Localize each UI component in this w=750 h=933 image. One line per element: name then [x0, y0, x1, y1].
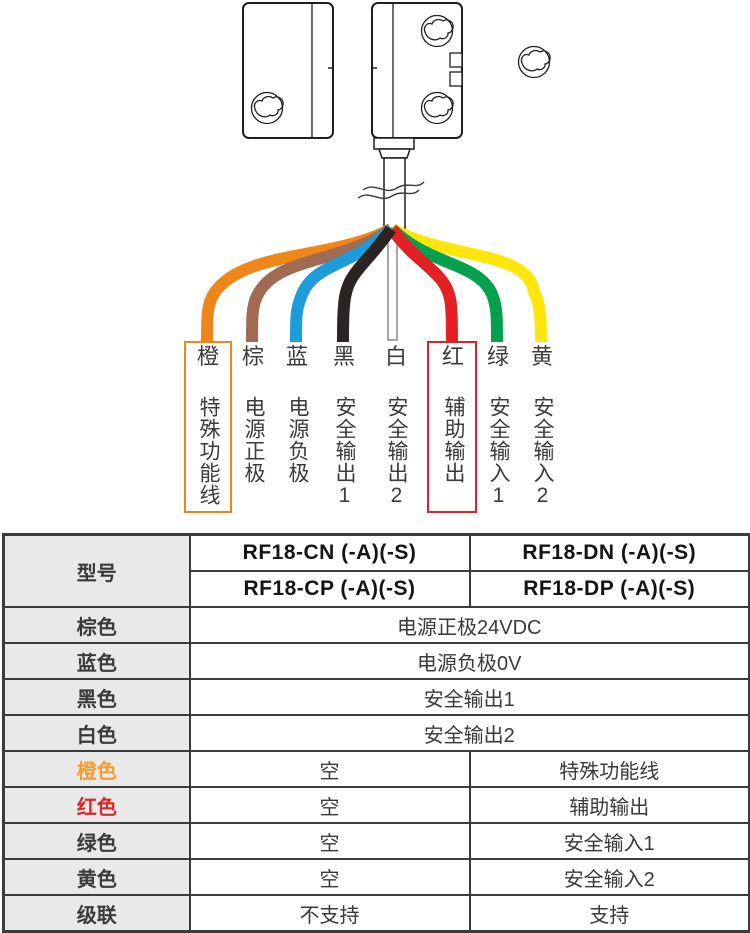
- model-header-cell: 型号: [2, 533, 191, 608]
- wiring-spec-table: 型号 RF18-CN (-A)(-S) RF18-DN (-A)(-S) RF1…: [2, 533, 750, 933]
- row-label: 红色: [2, 786, 191, 824]
- row-value-cn: 空: [188, 822, 471, 860]
- red-wire-highlight-box: [427, 341, 477, 513]
- wire-blue: [290, 224, 396, 343]
- row-value-cn: 空: [188, 858, 471, 896]
- cable-gland: [373, 137, 415, 159]
- wire-color-name: 黄: [530, 344, 553, 369]
- table-row-white: 白色 安全输出2: [2, 714, 750, 752]
- orange-wire-highlight-box: [184, 341, 232, 513]
- led-window: [449, 71, 463, 87]
- wire-brown: [246, 224, 395, 343]
- wire-function: 电源正极: [242, 396, 265, 484]
- row-value-dn: 特殊功能线: [468, 750, 750, 788]
- wire-function: 安全输入1: [487, 396, 510, 508]
- wire-function: 安全输出1: [333, 396, 356, 508]
- wire-color-name: 绿: [486, 344, 509, 369]
- wire-color-name: 橙: [196, 344, 219, 369]
- row-label: 棕色: [2, 606, 191, 644]
- wiring-diagram: [201, 2, 551, 343]
- wire-green: [387, 224, 503, 343]
- wire-color-name: 棕: [241, 344, 264, 369]
- row-value-dn: 安全输入1: [468, 822, 750, 860]
- row-label: 橙色: [2, 750, 191, 788]
- table-row-blue: 蓝色 电源负极0V: [2, 642, 750, 680]
- wire-color-name: 蓝: [285, 344, 308, 369]
- wire-label-white: 白 安全输出2: [382, 344, 410, 508]
- table-row-model-1: 型号 RF18-CN (-A)(-S) RF18-DN (-A)(-S): [2, 533, 750, 608]
- row-value-dn: 支持: [468, 894, 750, 933]
- row-label: 绿色: [2, 822, 191, 860]
- model-cn-cell: RF18-CN (-A)(-S): [188, 533, 471, 572]
- row-value-cn: 空: [188, 786, 471, 824]
- wire-label-orange: 橙 特殊功能线: [194, 344, 222, 506]
- row-value: 安全输出1: [188, 678, 750, 716]
- wire-red: [387, 225, 458, 343]
- actuator-body-drawing: [242, 2, 551, 139]
- table-row-black: 黑色 安全输出1: [2, 678, 750, 716]
- wire-label-yellow: 黄 安全输入2: [528, 344, 556, 508]
- row-value-cn: 不支持: [188, 894, 471, 933]
- table-row-model-2: RF18-CP (-A)(-S) RF18-DP (-A)(-S): [4, 570, 750, 608]
- row-value: 电源负极0V: [188, 642, 750, 680]
- wire-color-name: 黑: [332, 344, 355, 369]
- wire-function: 电源负极: [286, 396, 309, 484]
- wire-yellow: [389, 223, 547, 343]
- wire-function: 安全输出2: [385, 396, 408, 508]
- table-row-yellow: 黄色 空 安全输入2: [2, 858, 750, 896]
- row-label: 黑色: [2, 678, 191, 716]
- wire-function: 辅助输出: [442, 396, 465, 484]
- row-label: 级联: [2, 894, 191, 933]
- row-value-dn: 辅助输出: [468, 786, 750, 824]
- row-label: 蓝色: [2, 642, 191, 680]
- row-label: 白色: [2, 714, 191, 752]
- table-row-orange: 橙色 空 特殊功能线: [2, 750, 750, 788]
- model-dp-cell: RF18-DP (-A)(-S): [468, 570, 750, 608]
- wire-label-green: 绿 安全输入1: [484, 344, 512, 508]
- sensor-body-drawing: [371, 2, 463, 139]
- led-window: [449, 52, 463, 68]
- wire-label-red: 红 辅助输出: [439, 344, 467, 484]
- table-row-green: 绿色 空 安全输入1: [2, 822, 750, 860]
- row-label: 黄色: [2, 858, 191, 896]
- wire-black: [337, 225, 396, 343]
- wire-color-name: 白: [384, 344, 407, 369]
- table-row-brown: 棕色 电源正极24VDC: [2, 606, 750, 644]
- row-value-dn: 安全输入2: [468, 858, 750, 896]
- cable-break-wave-icon: [357, 181, 425, 200]
- wire-label-black: 黑 安全输出1: [330, 344, 358, 508]
- table-row-cascade: 级联 不支持 支持: [2, 894, 750, 933]
- wire-white: [387, 227, 398, 341]
- wire-function: 安全输入2: [531, 396, 554, 508]
- model-cp-cell: RF18-CP (-A)(-S): [188, 570, 471, 608]
- model-dn-cell: RF18-DN (-A)(-S): [468, 533, 750, 572]
- table-row-red: 红色 空 辅助输出: [2, 786, 750, 824]
- wire-label-blue: 蓝 电源负极: [283, 344, 311, 484]
- wire-color-name: 红: [441, 344, 464, 369]
- wire-function: 特殊功能线: [197, 396, 220, 506]
- row-value: 电源正极24VDC: [188, 606, 750, 644]
- row-value: 安全输出2: [188, 714, 750, 752]
- row-value-cn: 空: [188, 750, 471, 788]
- spec-table-container: 型号 RF18-CN (-A)(-S) RF18-DN (-A)(-S) RF1…: [2, 533, 750, 933]
- wire-label-brown: 棕 电源正极: [239, 344, 267, 484]
